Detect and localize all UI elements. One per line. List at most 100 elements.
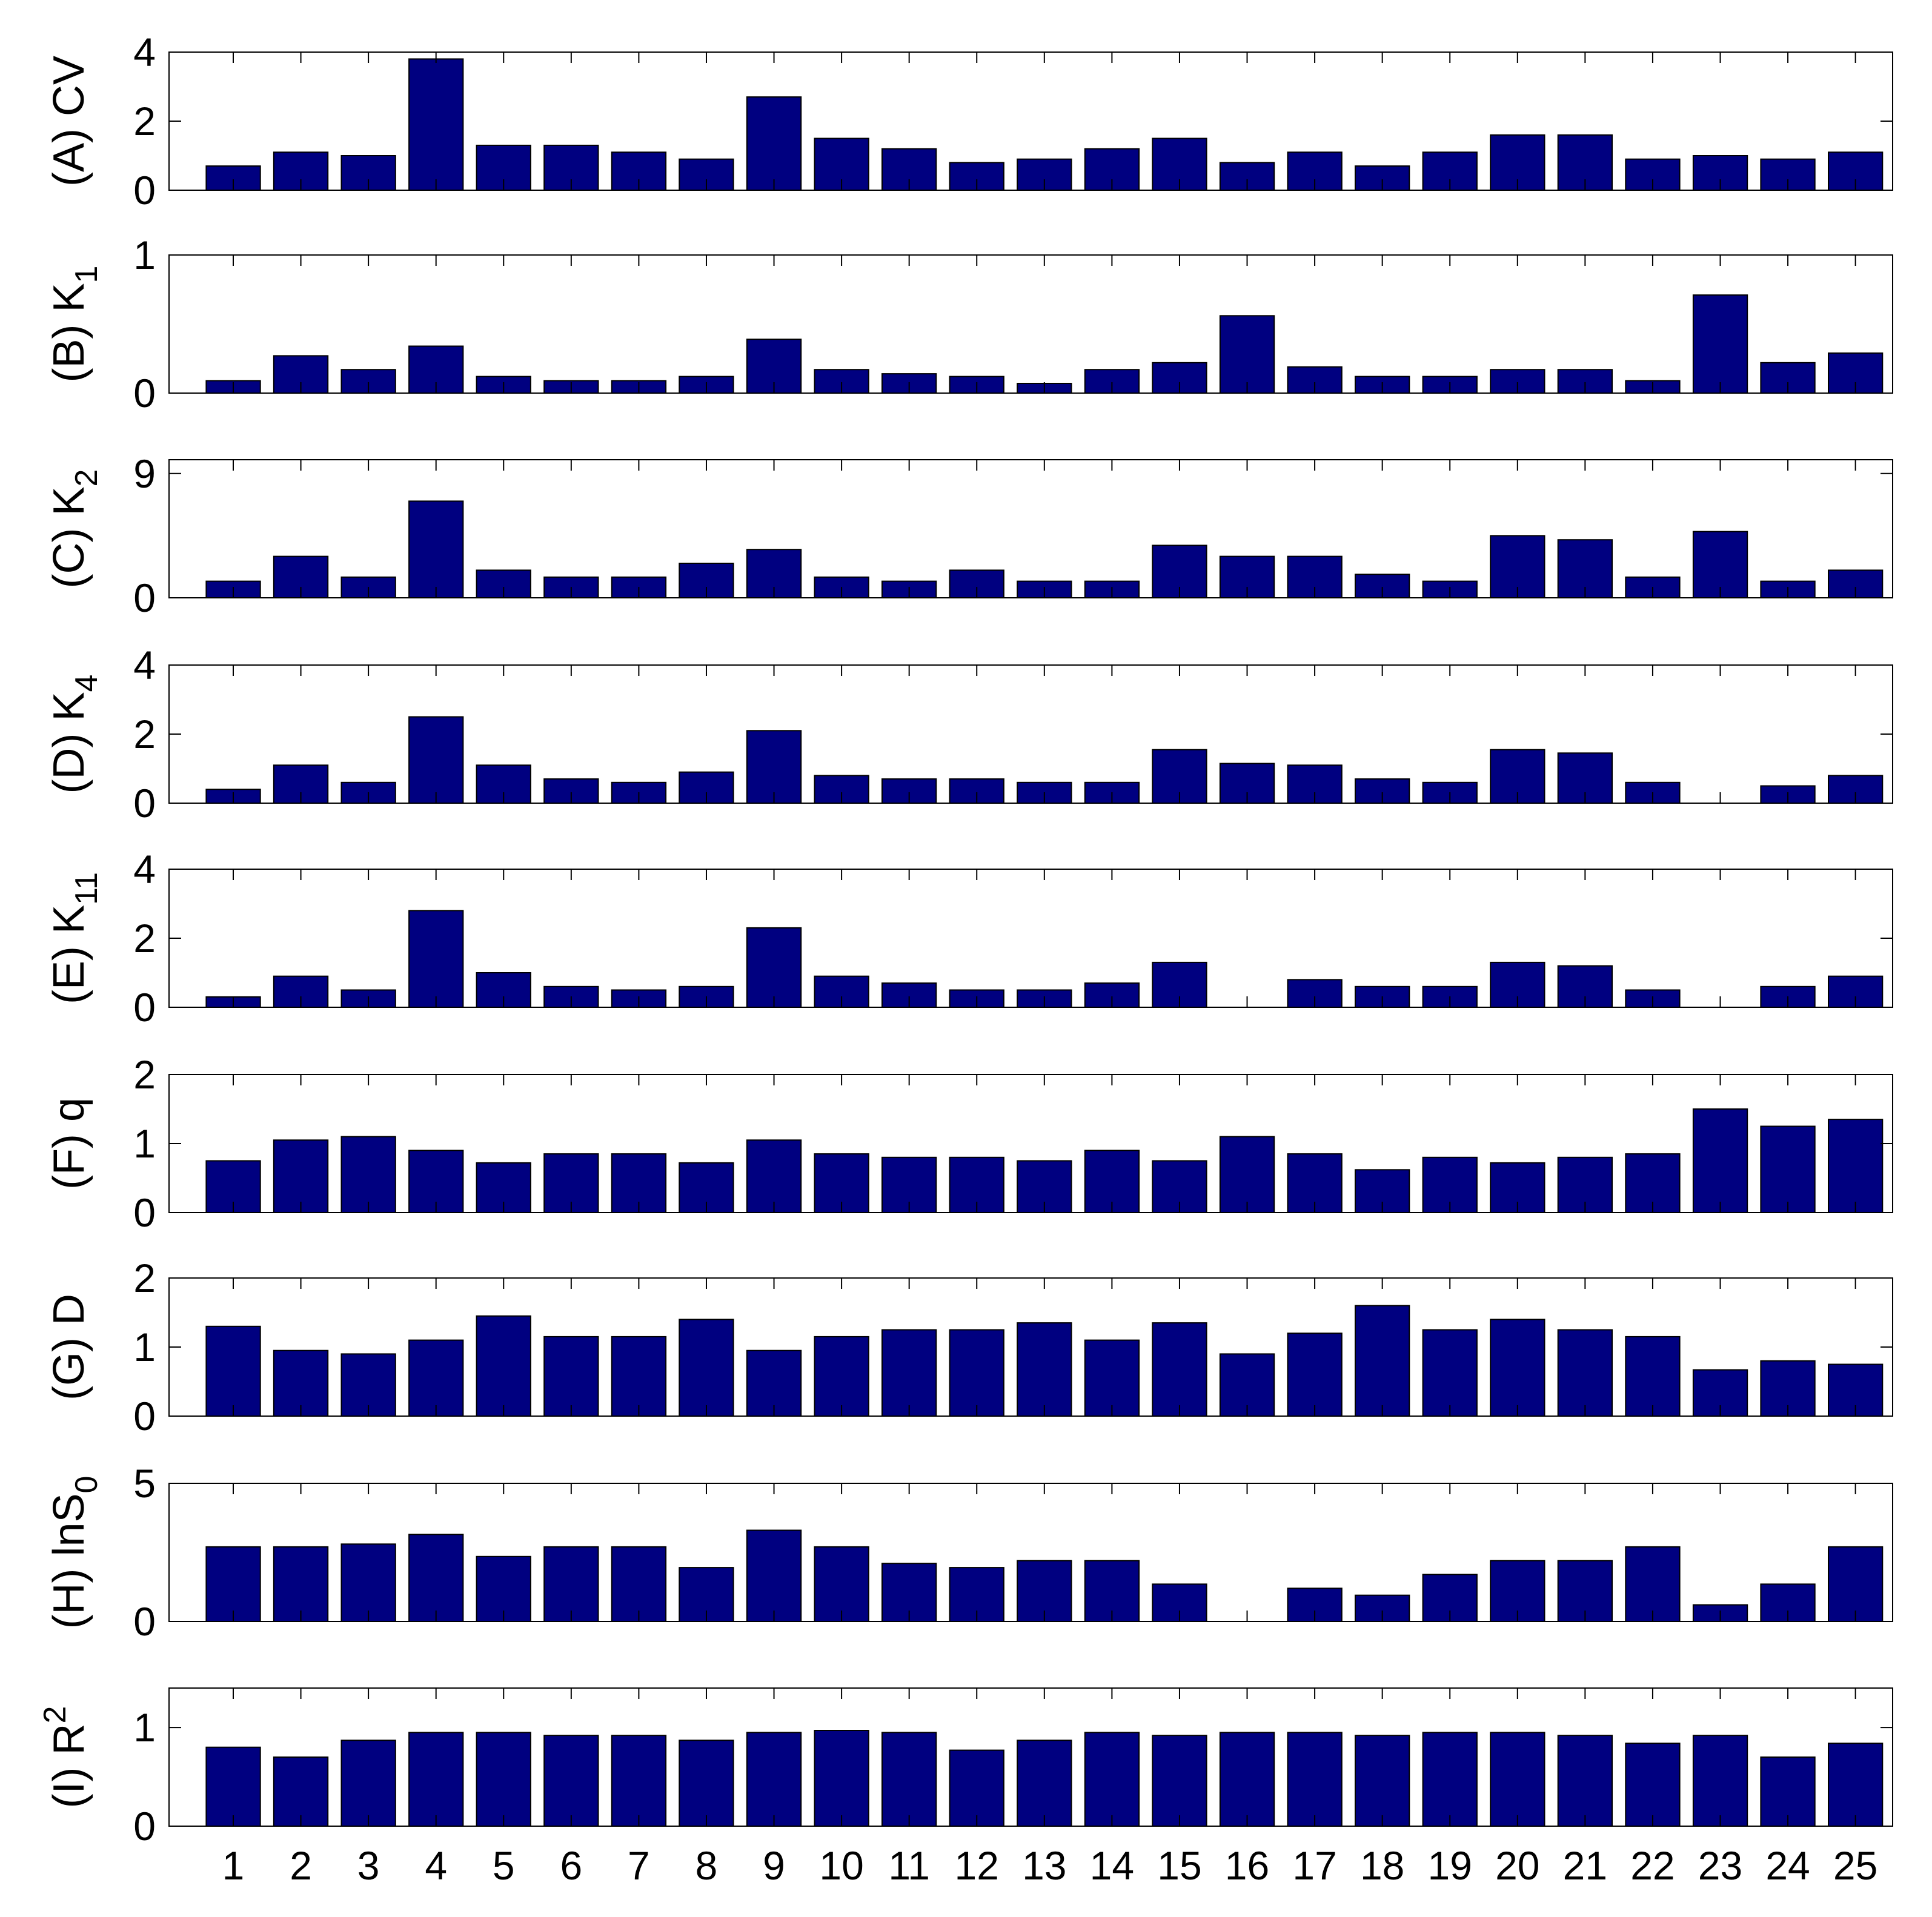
y-tick-label: 2: [133, 1052, 156, 1097]
bar-17: [1287, 1333, 1343, 1417]
bar-9: [746, 730, 802, 804]
bar-15: [1152, 1322, 1207, 1417]
bar-23: [1692, 1108, 1748, 1213]
y-tick-label: 1: [133, 1121, 156, 1166]
y-axis-label-subscript: 2: [69, 469, 104, 487]
bar-10: [814, 1546, 869, 1622]
y-tick-label: 0: [133, 781, 156, 826]
bar-25: [1828, 1119, 1884, 1213]
bar-23: [1692, 294, 1748, 394]
bar-17: [1287, 1732, 1343, 1827]
bar-2: [273, 1349, 329, 1417]
bar-16: [1219, 1136, 1275, 1213]
axes-box: [168, 1687, 1893, 1827]
x-tick-label-1: 1: [222, 1843, 245, 1888]
bar-13: [1017, 1322, 1072, 1417]
bar-19: [1422, 1329, 1478, 1417]
y-tick-label: 0: [133, 575, 156, 620]
x-tick-label-15: 15: [1157, 1843, 1201, 1888]
y-tick-label: 4: [133, 643, 156, 687]
y-axis-label-superscript: 2: [38, 1706, 73, 1724]
bar-3: [340, 1136, 396, 1213]
x-tick-label-5: 5: [493, 1843, 515, 1888]
panel-c: 0 9 (C) K2: [45, 451, 1893, 620]
y-axis-label: (H) lnS0: [45, 1476, 104, 1629]
y-tick-label: 0: [133, 371, 156, 416]
bar-20: [1490, 1319, 1545, 1417]
axes-box: [168, 1483, 1893, 1622]
bar-9: [746, 1139, 802, 1214]
y-axis-label: (F) q: [45, 1098, 93, 1190]
x-tick-label-23: 23: [1698, 1843, 1742, 1888]
y-axis-label-main: (A) CV: [45, 56, 93, 187]
y-axis-label: (D) K4: [45, 675, 104, 794]
bar-4: [408, 910, 464, 1008]
x-tick-label-11: 11: [888, 1843, 930, 1888]
bar-5: [476, 1315, 531, 1417]
bar-18: [1355, 1735, 1410, 1827]
bar-23: [1692, 531, 1748, 598]
bar-16: [1219, 1732, 1275, 1827]
x-tick-label-8: 8: [695, 1843, 718, 1888]
panel-g: 0 1 2 (G) D: [45, 1256, 1893, 1439]
bar-10: [814, 369, 869, 394]
panel-h: 0 5 (H) lnS0: [45, 1461, 1893, 1644]
x-tick-label-19: 19: [1428, 1843, 1472, 1888]
x-tick-label-12: 12: [955, 1843, 999, 1888]
bar-4: [408, 1534, 464, 1622]
bar-8: [679, 1740, 734, 1827]
bar-21: [1557, 1735, 1613, 1827]
axes-box: [168, 254, 1893, 394]
bar-5: [476, 972, 531, 1008]
bar-12: [949, 1749, 1004, 1827]
bar-2: [273, 1756, 329, 1827]
bar-8: [679, 1319, 734, 1417]
bar-6: [543, 1735, 599, 1827]
x-tick-label-22: 22: [1630, 1843, 1675, 1888]
y-axis-label-main: (H) lnS: [45, 1493, 93, 1629]
x-tick-label-4: 4: [425, 1843, 447, 1888]
x-axis-labels: 1 2 3 4 5 6 7 8 9 10 11 12 13 14 15 16 17 18 19 20 21 22 23 24 2…: [222, 1843, 1878, 1888]
bar-9: [746, 927, 802, 1008]
y-tick-label: 5: [133, 1461, 156, 1506]
bar-2: [273, 1139, 329, 1214]
panel-e: 0 2 4 (E) K11: [45, 847, 1893, 1030]
bar-9: [746, 1349, 802, 1417]
y-tick-label: 2: [133, 1256, 156, 1300]
bar-9: [746, 1529, 802, 1622]
bar-9: [746, 96, 802, 191]
y-tick-label: 9: [133, 451, 156, 496]
axes-box: [168, 459, 1893, 598]
y-axis-label-subscript: 4: [69, 675, 104, 692]
bar-3: [340, 1740, 396, 1827]
y-axis-label-subscript: 0: [69, 1476, 104, 1494]
bar-5: [476, 1732, 531, 1827]
y-axis-label: (E) K11: [45, 872, 104, 1004]
bar-13: [1017, 1740, 1072, 1827]
bar-1: [205, 1546, 261, 1622]
y-axis-label-main: (E) K: [45, 905, 93, 1004]
bar-6: [543, 1336, 599, 1417]
y-tick-label: 2: [133, 712, 156, 757]
y-tick-label: 0: [133, 1804, 156, 1849]
bar-4: [408, 1339, 464, 1417]
y-axis-label-subscript: 11: [69, 872, 104, 905]
bar-1: [205, 1325, 261, 1417]
y-tick-label: 2: [133, 916, 156, 961]
panel-f: 0 1 2 (F) q: [45, 1052, 1893, 1235]
x-tick-label-20: 20: [1495, 1843, 1539, 1888]
bar-16: [1219, 315, 1275, 394]
bar-22: [1625, 1336, 1681, 1417]
bar-1: [205, 1746, 261, 1827]
y-tick-label: 2: [133, 99, 156, 144]
bar-9: [746, 1732, 802, 1827]
x-tick-label-21: 21: [1563, 1843, 1607, 1888]
bar-25: [1828, 1546, 1884, 1622]
bar-24: [1760, 1125, 1816, 1213]
bar-7: [611, 1735, 667, 1827]
bar-4: [408, 58, 464, 191]
bar-23: [1692, 155, 1748, 191]
bar-23: [1692, 1735, 1748, 1827]
bar-4: [408, 500, 464, 599]
bar-25: [1828, 1743, 1884, 1827]
